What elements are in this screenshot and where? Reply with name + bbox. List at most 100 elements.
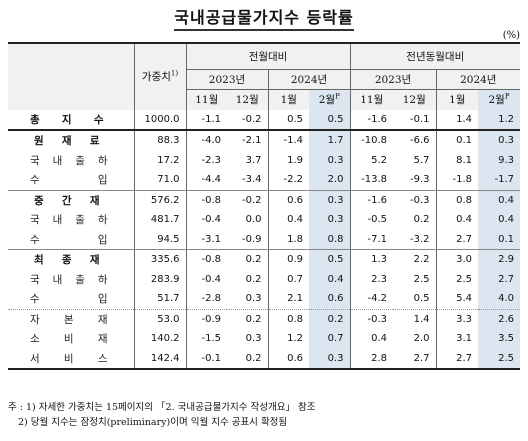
yoy-cell: -0.3	[349, 309, 394, 329]
yoy-year-2023: 2023년	[349, 69, 437, 90]
mom-cell: 1.2	[267, 329, 309, 349]
yoy-cell: -0.5	[349, 210, 394, 230]
yoy-cell: 0.4	[478, 210, 521, 230]
yoy-cell: -6.6	[410, 135, 430, 147]
mom-cell: -0.8	[185, 190, 227, 210]
yoy-cell: 0.2	[413, 214, 430, 226]
yoy-cell: -7.1	[349, 229, 394, 250]
row-label: 중 간 재	[34, 194, 100, 207]
mom-cell: -2.2	[267, 170, 309, 191]
yoy-cell: 2.5	[478, 348, 521, 370]
mom-cell: -0.1	[185, 348, 227, 370]
mom-cell: -1.1	[185, 109, 227, 131]
mom-cell: -3.1	[185, 229, 227, 250]
mom-cell: 0.2	[245, 313, 262, 325]
row-label: 원 재 료	[34, 135, 100, 148]
table-row: 총 지 수 1000.0 -1.1 -0.2 0.5 0.5 -1.6 -0.1 1.4 1.2	[8, 109, 521, 131]
yoy-cell: -1.6	[349, 190, 394, 210]
yoy-cell: 2.7	[435, 348, 479, 370]
mom-cell: 0.2	[227, 348, 268, 370]
yoy-cell: 2.5	[435, 269, 479, 289]
weight-cell: 71.0	[133, 170, 186, 191]
yoy-cell: -4.2	[349, 289, 394, 310]
mom-cell: 0.2	[245, 254, 262, 266]
table-title: 국내공급물가지수 등락률	[0, 4, 528, 31]
mom-cell: 0.3	[309, 348, 351, 370]
mom-cell: 0.9	[267, 249, 309, 270]
table-row: 중 간 재 576.2 -0.8 -0.2 0.6 0.3 -1.6 -0.3 0.8 0.4	[8, 190, 521, 210]
mom-cell: -2.1	[241, 135, 262, 147]
yoy-cell: -1.6	[349, 109, 394, 131]
row-label: 국 내 출 하	[30, 214, 108, 227]
yoy-cell: 0.5	[393, 289, 437, 310]
mom-cell: -2.8	[185, 289, 227, 310]
mom-cell: 0.5	[309, 249, 351, 270]
mom-year-2024: 2024년	[267, 69, 351, 90]
row-label: 국 내 출 하	[30, 154, 108, 167]
mom-cell: 2.1	[267, 289, 309, 310]
table-row: 원 재 료 88.3 -4.0 -2.1 -1.4 1.7 -10.8 -6.6 0.1 0.3	[8, 130, 521, 151]
yoy-cell: 1.2	[478, 109, 521, 131]
row-label: 최 종 재	[34, 254, 100, 267]
table-row: 국 내 출 하 481.7 -0.4 0.0 0.4 0.3 -0.5 0.2 0.4 0.4	[8, 210, 521, 230]
yoy-cell: 0.4	[349, 329, 394, 349]
mom-cell: 0.2	[309, 309, 351, 329]
row-label: 수 입	[8, 289, 134, 310]
mom-cell: 0.8	[309, 229, 351, 250]
mom-cell: 0.6	[267, 348, 309, 370]
yoy-cell: 5.7	[413, 154, 430, 166]
yoy-cell: -0.3	[410, 194, 430, 206]
label-header	[8, 42, 134, 110]
yoy-cell: 0.1	[435, 130, 479, 151]
weight-cell: 1000.0	[133, 109, 186, 131]
mom-cell: 0.8	[267, 309, 309, 329]
table-row: 수 입 71.0 -4.4 -3.4 -2.2 2.0 -13.8 -9.3 -1.8 -1.7	[8, 170, 521, 191]
mom-cell: 0.0	[245, 214, 262, 226]
mom-cell: 0.5	[267, 109, 309, 131]
yoy-cell: -9.3	[393, 170, 437, 191]
yoy-cell: -10.8	[349, 130, 394, 151]
yoy-year-2024: 2024년	[435, 69, 521, 90]
yoy-cell: -1.7	[478, 170, 521, 191]
mom-cell: 0.5	[309, 109, 351, 131]
mom-year-2023: 2023년	[185, 69, 268, 90]
yoy-cell: -13.8	[349, 170, 394, 191]
row-label: 국 내 출 하	[30, 273, 108, 286]
table-body: 총 지 수 1000.0 -1.1 -0.2 0.5 0.5 -1.6 -0.1 1.4 1.2 원…	[8, 109, 521, 370]
mom-cell: -0.2	[227, 109, 268, 131]
mom-cell: 0.7	[309, 329, 351, 349]
row-label: 소 비 재	[30, 333, 108, 346]
footnote-1: 주 : 1) 자세한 가중치는 15페이지의 「2. 국내공급물가지수 작성개요…	[8, 402, 316, 413]
mom-cell: 3.7	[245, 154, 262, 166]
table-row: 수 입 51.7 -2.8 0.3 2.1 0.6 -4.2 0.5 5.4 4.0	[8, 289, 521, 310]
row-label: 총 지 수	[8, 109, 134, 131]
row-label: 자 본 재	[30, 313, 108, 326]
mom-cell: 1.9	[267, 150, 309, 170]
yoy-month-2: 2월P	[478, 89, 521, 110]
weight-cell: 335.6	[133, 249, 186, 270]
yoy-cell: 0.4	[478, 190, 521, 210]
table-row: 소 비 재 140.2 -1.5 0.3 1.2 0.7 0.4 2.0 3.1 3.5	[8, 329, 521, 349]
yoy-cell: -3.2	[393, 229, 437, 250]
mom-header: 전월대비	[185, 42, 351, 70]
mom-month-12: 12월	[227, 89, 268, 110]
yoy-cell: 4.0	[478, 289, 521, 310]
mom-cell: -0.9	[185, 309, 227, 329]
table-row: 서 비 스 142.4 -0.1 0.2 0.6 0.3 2.8 2.7 2.7 2.5	[8, 348, 521, 370]
weight-cell: 283.9	[133, 269, 186, 289]
mom-cell: -0.8	[185, 249, 227, 270]
table-row: 수 입 94.5 -3.1 -0.9 1.8 0.8 -7.1 -3.2 2.7 0.1	[8, 229, 521, 250]
table-row: 국 내 출 하 283.9 -0.4 0.2 0.7 0.4 2.3 2.5 2.5 2.7	[8, 269, 521, 289]
yoy-cell: 0.8	[435, 190, 479, 210]
yoy-cell: 2.7	[478, 269, 521, 289]
yoy-cell: 2.5	[413, 273, 430, 285]
yoy-cell: 3.3	[435, 309, 479, 329]
mom-cell: 0.3	[227, 289, 268, 310]
mom-cell: 0.7	[267, 269, 309, 289]
mom-cell: 0.4	[267, 210, 309, 230]
yoy-cell: 3.5	[478, 329, 521, 349]
yoy-cell: -1.8	[435, 170, 479, 191]
yoy-cell: 8.1	[435, 150, 479, 170]
table-row: 최 종 재 335.6 -0.8 0.2 0.9 0.5 1.3 2.2 3.0 2.9	[8, 249, 521, 270]
mom-cell: -1.4	[267, 130, 309, 151]
